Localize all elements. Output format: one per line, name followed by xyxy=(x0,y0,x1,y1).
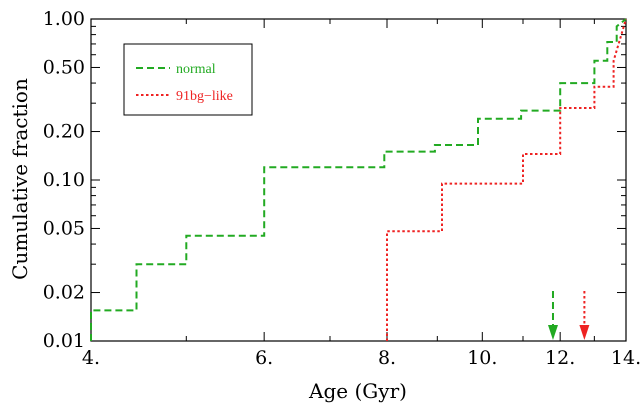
series-layer xyxy=(90,18,627,341)
y-axis-ticks: 0.01 0.02 0.05 0.10 0.20 0.50 1.00 xyxy=(43,8,626,352)
y-tick-label: 0.02 xyxy=(43,282,85,304)
y-tick-label: 0.05 xyxy=(43,217,85,239)
x-tick-label: 6. xyxy=(255,347,273,369)
x-tick-label: 12. xyxy=(545,347,575,369)
x-tick-label: 8. xyxy=(378,347,396,369)
y-tick-label: 0.20 xyxy=(43,121,85,143)
y-tick-label: 0.10 xyxy=(43,169,85,191)
legend-box xyxy=(123,43,253,116)
age-marker-arrowhead xyxy=(547,325,558,340)
y-tick-label: 0.01 xyxy=(43,330,85,352)
x-tick-label: 4. xyxy=(82,347,100,369)
series-line-normal xyxy=(90,18,627,341)
legend-label-normal: normal xyxy=(176,62,216,77)
x-axis-title: Age (Gyr) xyxy=(308,379,407,403)
x-tick-label: 10. xyxy=(467,347,497,369)
y-tick-label: 1.00 xyxy=(43,8,85,30)
x-axis-ticks: 4. 6. 8. 10. 12. 14. xyxy=(82,19,641,369)
marker-layer xyxy=(547,291,590,340)
y-axis-title: Cumulative fraction xyxy=(8,78,32,280)
legend-label-91bg-like: 91bg−like xyxy=(176,89,233,104)
legend: normal 91bg−like xyxy=(123,43,253,116)
age-marker-arrowhead xyxy=(579,325,590,340)
series-line-91bg-like xyxy=(386,18,627,341)
x-tick-label: 14. xyxy=(611,347,641,369)
y-tick-label: 0.50 xyxy=(43,56,85,78)
